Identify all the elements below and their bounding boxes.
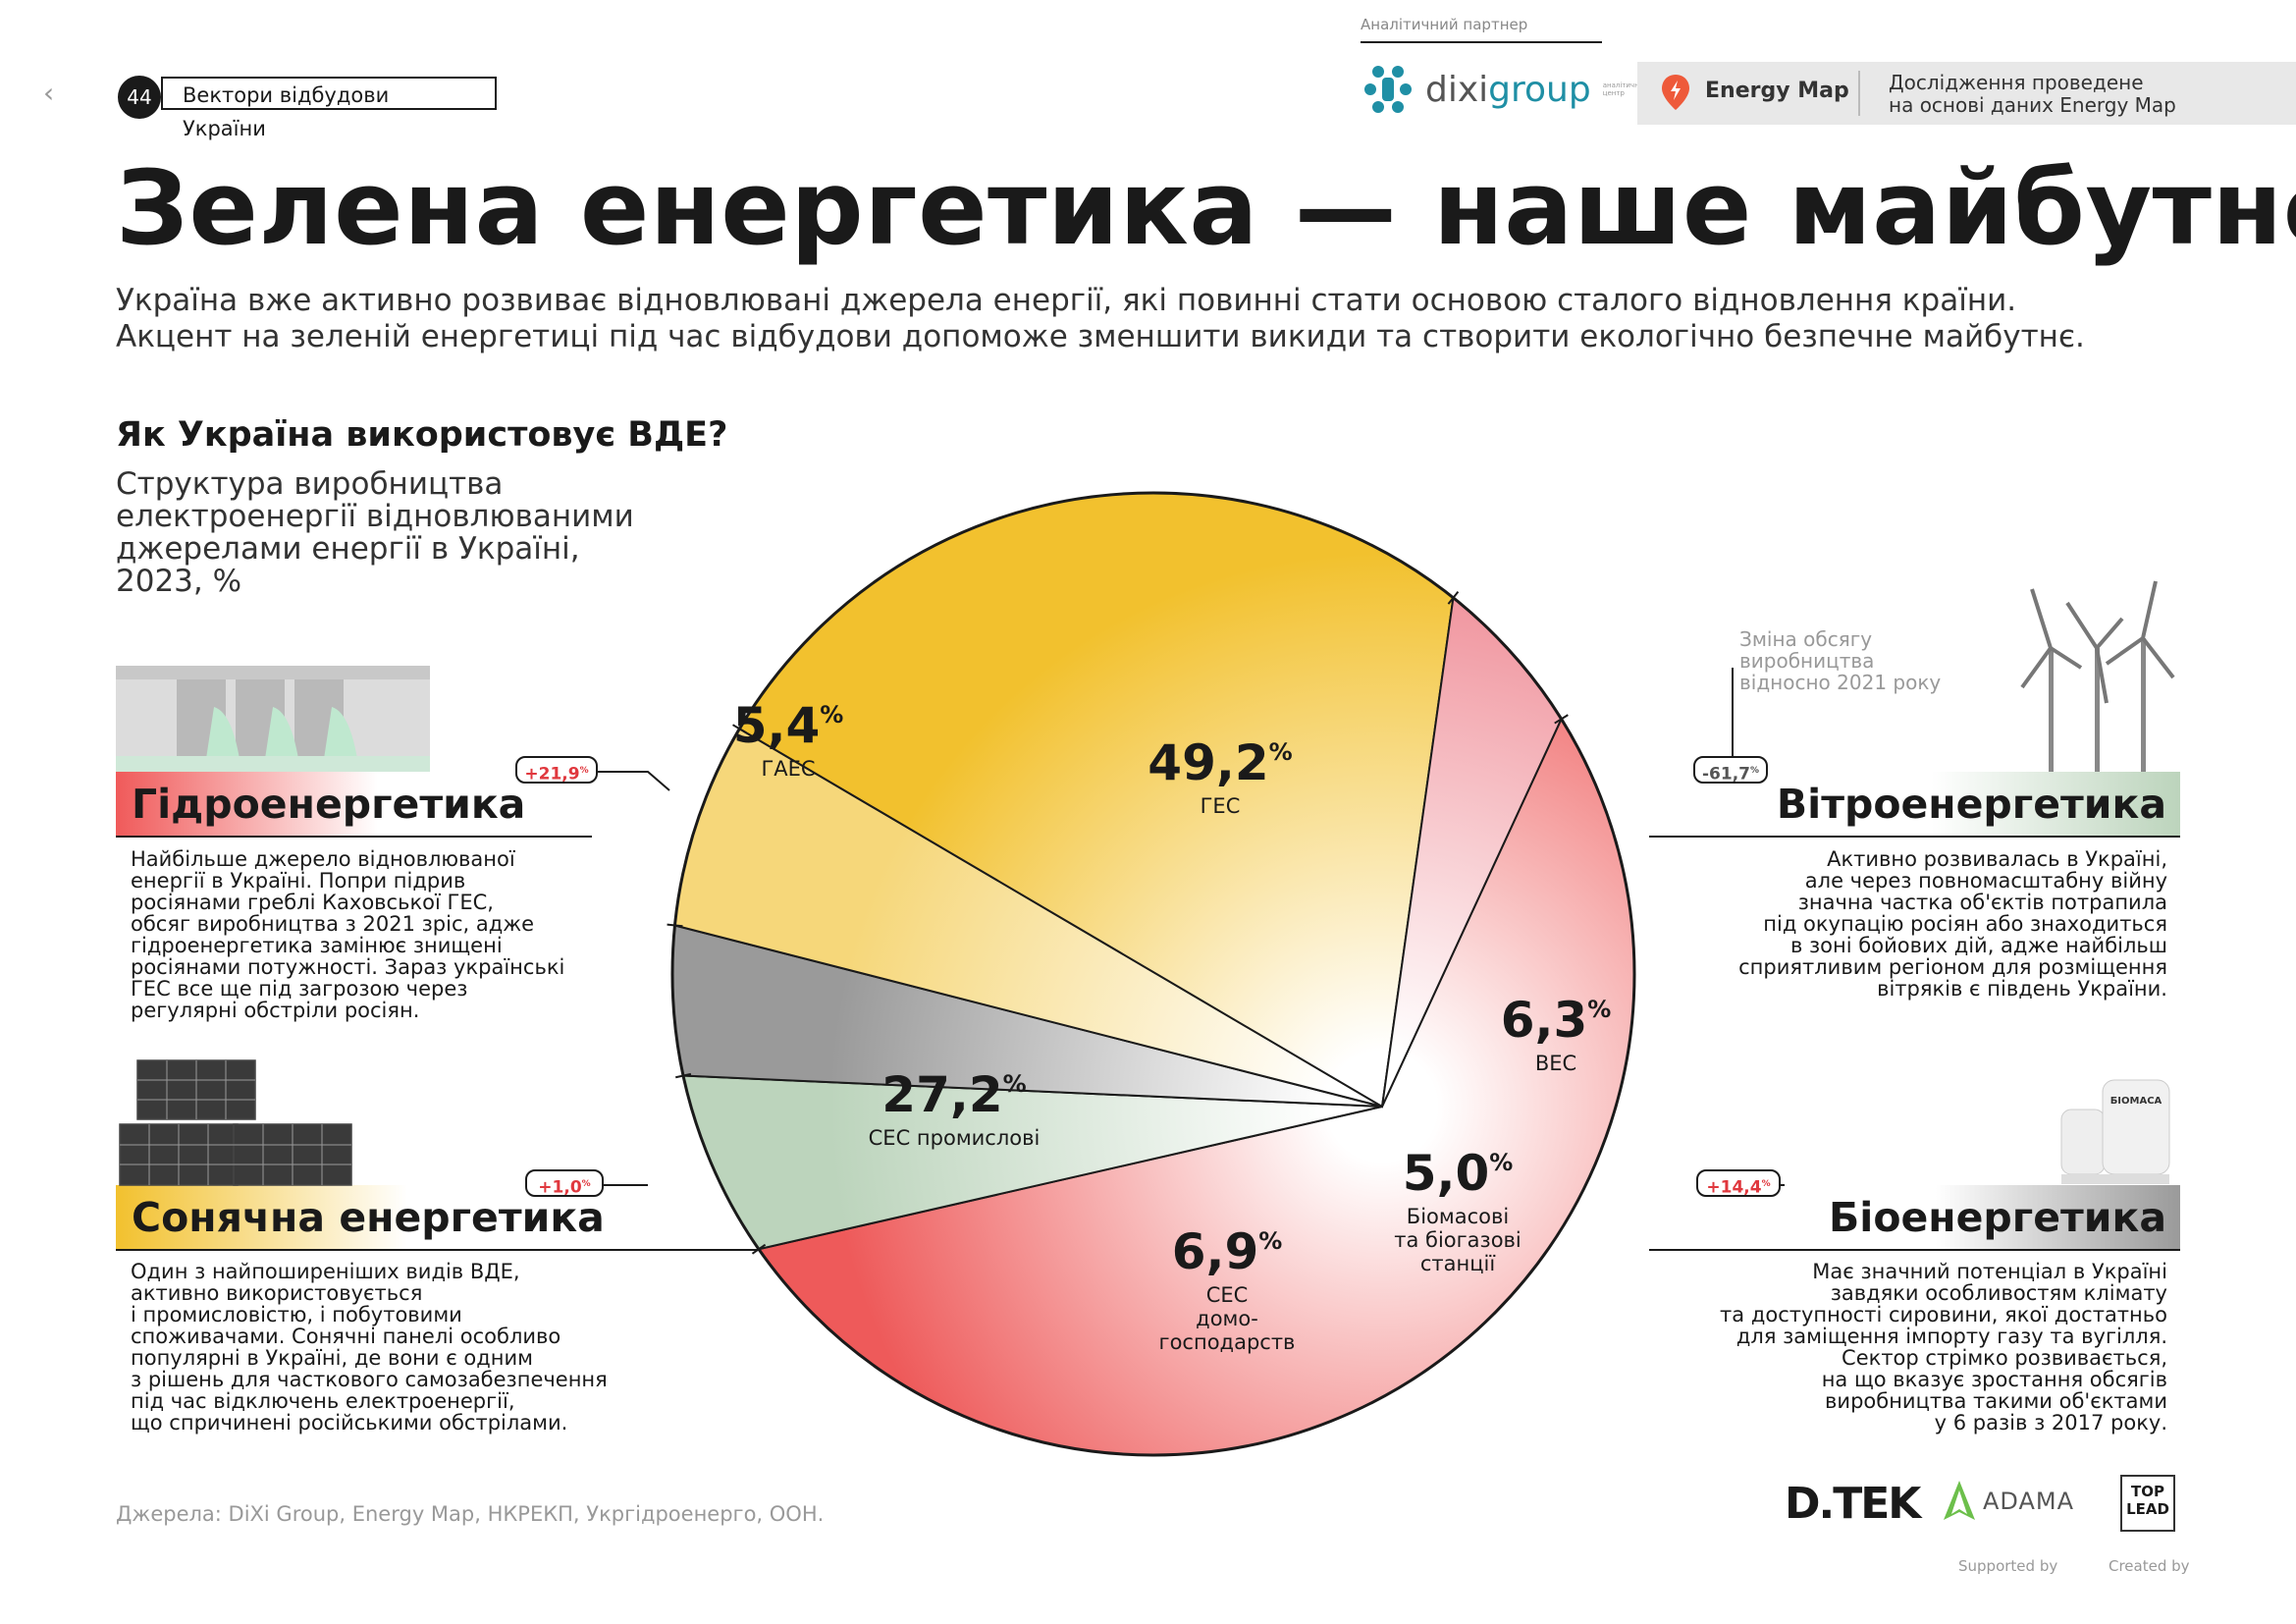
wind-label-bg xyxy=(1728,772,2180,837)
partner-divider xyxy=(1361,41,1602,43)
bio-change-badge: +14,4% xyxy=(1696,1169,1781,1198)
wind-description-line: під окупацію росіян або знаходиться xyxy=(1763,912,2167,936)
pie-category-label: господарств xyxy=(1159,1330,1296,1354)
wind-description: Активно розвивалась в Україні, але через … xyxy=(1659,848,2167,1000)
solar-change-badge: +1,0% xyxy=(525,1169,604,1198)
pie-outline xyxy=(670,491,1636,1457)
pie-percent-sign: % xyxy=(1003,1070,1027,1098)
page-label: Вектори відбудови України xyxy=(161,77,497,140)
hydro-description-line: гідроенергетика замінює знищені xyxy=(131,934,503,957)
back-chevron-icon[interactable]: ‹ xyxy=(43,77,55,109)
hydro-description-line: Найбільше джерело відновлюваної xyxy=(131,847,515,871)
bio-description: Має значний потенціал в Україні завдяки о… xyxy=(1659,1261,2167,1434)
hydro-description-line: обсяг виробництва з 2021 зріс, адже xyxy=(131,912,535,936)
chart-subtitle: Структура виробництва електроенергії від… xyxy=(116,466,634,599)
bio-description-line: Сектор стрімко розвивається, xyxy=(1842,1346,2167,1370)
hydro-description: Найбільше джерело відновлюваної енергії в… xyxy=(131,848,582,1021)
dixi-tagline: аналітичний центр xyxy=(1602,81,1648,97)
wind-change-badge: -61,7% xyxy=(1693,756,1768,785)
supported-by-label: Supported by xyxy=(1958,1557,2058,1575)
hydro-label: Гідроенергетика xyxy=(132,781,526,828)
pie-category-label: СЕС xyxy=(1206,1283,1249,1307)
wind-label: Вітроенергетика xyxy=(1776,781,2166,828)
adama-leaf-icon xyxy=(1944,1481,1975,1520)
created-by-label: Created by xyxy=(2109,1557,2190,1575)
source-note: Джерела: DiXi Group, Energy Map, НКРЕКП,… xyxy=(116,1502,825,1526)
pie-category-label: та біогазові xyxy=(1394,1228,1522,1252)
pie-category-label: домо- xyxy=(1196,1307,1258,1330)
hydro-description-line: ГЕС все ще під загрозою через xyxy=(131,977,468,1001)
dtek-logo: D.TEK xyxy=(1785,1479,1921,1529)
solar-description-line: активно використовується xyxy=(131,1281,423,1305)
toplead-logo: TOP LEAD xyxy=(2120,1475,2175,1532)
pie-category-label: Біомасові xyxy=(1407,1205,1509,1228)
bio-description-line: виробництва такими об'єктами xyxy=(1825,1389,2167,1413)
pie-category-label: станції xyxy=(1420,1252,1496,1275)
bio-description-line: на що вказує зростання обсягів xyxy=(1821,1368,2167,1391)
hydro-label-bg xyxy=(116,772,592,837)
wind-description-line: значна частка об'єктів потрапила xyxy=(1797,891,2167,914)
page-number: 44 xyxy=(118,76,161,119)
energy-map-name: Energy Map xyxy=(1705,79,1849,103)
pie-value-label: 49,2% xyxy=(1148,734,1292,791)
bio-description-line: для заміщення імпорту газу та вугілля. xyxy=(1735,1325,2167,1348)
hydro-change-badge: +21,9% xyxy=(515,756,598,785)
pie-value-label: 27,2% xyxy=(881,1066,1026,1123)
adama-logo: ADAMA xyxy=(1942,1479,2074,1524)
pie-percent-sign: % xyxy=(1258,1227,1282,1255)
bio-description-line: та доступності сировини, якої достатньо xyxy=(1720,1303,2167,1326)
solar-description-line: що спричинені російськими обстрілами. xyxy=(131,1411,568,1435)
wind-description-line: сприятливим регіоном для розміщення xyxy=(1738,955,2167,979)
wind-turbines-illustration xyxy=(2020,580,2175,772)
bio-label: Біоенергетика xyxy=(1829,1194,2166,1241)
hydro-description-line: регулярні обстріли росіян. xyxy=(131,999,420,1022)
solar-panels-illustration xyxy=(119,1059,352,1186)
bio-description-line: Має значний потенціал в Україні xyxy=(1812,1260,2167,1283)
page-title: Зелена енергетика — наше майбутнє xyxy=(116,148,2296,268)
hydro-dam-illustration xyxy=(116,666,430,772)
wind-description-line: в зоні бойових дій, адже найбільш xyxy=(1789,934,2167,957)
dixi-logo: dixigroup аналітичний центр xyxy=(1362,63,1662,116)
hydro-description-line: росіянами потужності. Зараз українські xyxy=(131,955,565,979)
dixi-name: dixigroup xyxy=(1425,69,1591,110)
solar-description: Один з найпоширеніших видів ВДЕ, активно … xyxy=(131,1261,661,1434)
solar-description-line: популярні в Україні, де вони є одним xyxy=(131,1346,534,1370)
wind-description-line: вітряків є південь України. xyxy=(1877,977,2167,1001)
connector-lines xyxy=(116,668,2180,1251)
partner-label: Аналітичний партнер xyxy=(1361,16,1528,33)
solar-description-line: під час відключень електроенергії, xyxy=(131,1389,515,1413)
pie-category-label: ГАЕС xyxy=(761,757,815,781)
hydro-description-line: росіянами греблі Каховської ГЕС, xyxy=(131,891,494,914)
solar-description-line: Один з найпоширеніших видів ВДЕ, xyxy=(131,1260,520,1283)
wind-description-line: Активно розвивалась в Україні, xyxy=(1827,847,2167,871)
chart-question-title: Як Україна використовує ВДЕ? xyxy=(116,415,728,455)
energy-map-pin-icon xyxy=(1662,75,1689,110)
pie-percent-sign: % xyxy=(1587,996,1611,1023)
hydro-description-line: енергії в Україні. Попри підрив xyxy=(131,869,466,893)
energy-map-divider xyxy=(1858,71,1860,116)
solar-description-line: і промисловістю, і побутовими xyxy=(131,1303,462,1326)
dixi-mark-icon xyxy=(1364,66,1412,113)
change-note: Зміна обсягу виробництва відносно 2021 р… xyxy=(1739,627,1942,694)
pie-category-label: ГЕС xyxy=(1201,794,1241,818)
energy-map-description: Дослідження проведене на основі даних En… xyxy=(1889,71,2176,117)
bio-description-line: у 6 разів з 2017 року. xyxy=(1934,1411,2167,1435)
biomass-tank-label: БІОМАСА xyxy=(2110,1096,2163,1107)
pie-category-label: СЕС промислові xyxy=(869,1126,1041,1150)
solar-description-line: споживачами. Сонячні панелі особливо xyxy=(131,1325,561,1348)
solar-description-line: з рішень для часткового самозабезпечення xyxy=(131,1368,608,1391)
pie-percent-sign: % xyxy=(820,701,843,729)
wind-description-line: але через повномасштабну війну xyxy=(1804,869,2167,893)
bio-label-bg xyxy=(1735,1185,2180,1250)
pie-percent-sign: % xyxy=(1489,1149,1513,1176)
bio-description-line: завдяки особливостям клімату xyxy=(1830,1281,2167,1305)
solar-label: Сонячна енергетика xyxy=(132,1194,605,1241)
pie-percent-sign: % xyxy=(1269,738,1293,766)
energy-map-banner xyxy=(1637,62,2296,125)
biomass-tanks-illustration: БІОМАСА xyxy=(2060,1079,2170,1184)
pie-category-label: ВЕС xyxy=(1535,1052,1576,1075)
intro-text: Україна вже активно розвиває відновлюван… xyxy=(116,283,2085,354)
